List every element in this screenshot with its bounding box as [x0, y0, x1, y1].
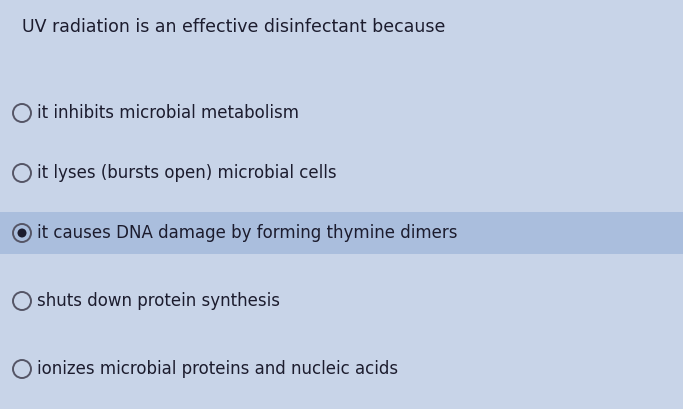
- Text: UV radiation is an effective disinfectant because: UV radiation is an effective disinfectan…: [22, 18, 445, 36]
- Text: it inhibits microbial metabolism: it inhibits microbial metabolism: [37, 104, 299, 122]
- Text: it causes DNA damage by forming thymine dimers: it causes DNA damage by forming thymine …: [37, 224, 458, 242]
- FancyBboxPatch shape: [0, 212, 683, 254]
- Circle shape: [18, 229, 27, 238]
- Text: ionizes microbial proteins and nucleic acids: ionizes microbial proteins and nucleic a…: [37, 360, 398, 378]
- Text: it lyses (bursts open) microbial cells: it lyses (bursts open) microbial cells: [37, 164, 337, 182]
- Text: shuts down protein synthesis: shuts down protein synthesis: [37, 292, 280, 310]
